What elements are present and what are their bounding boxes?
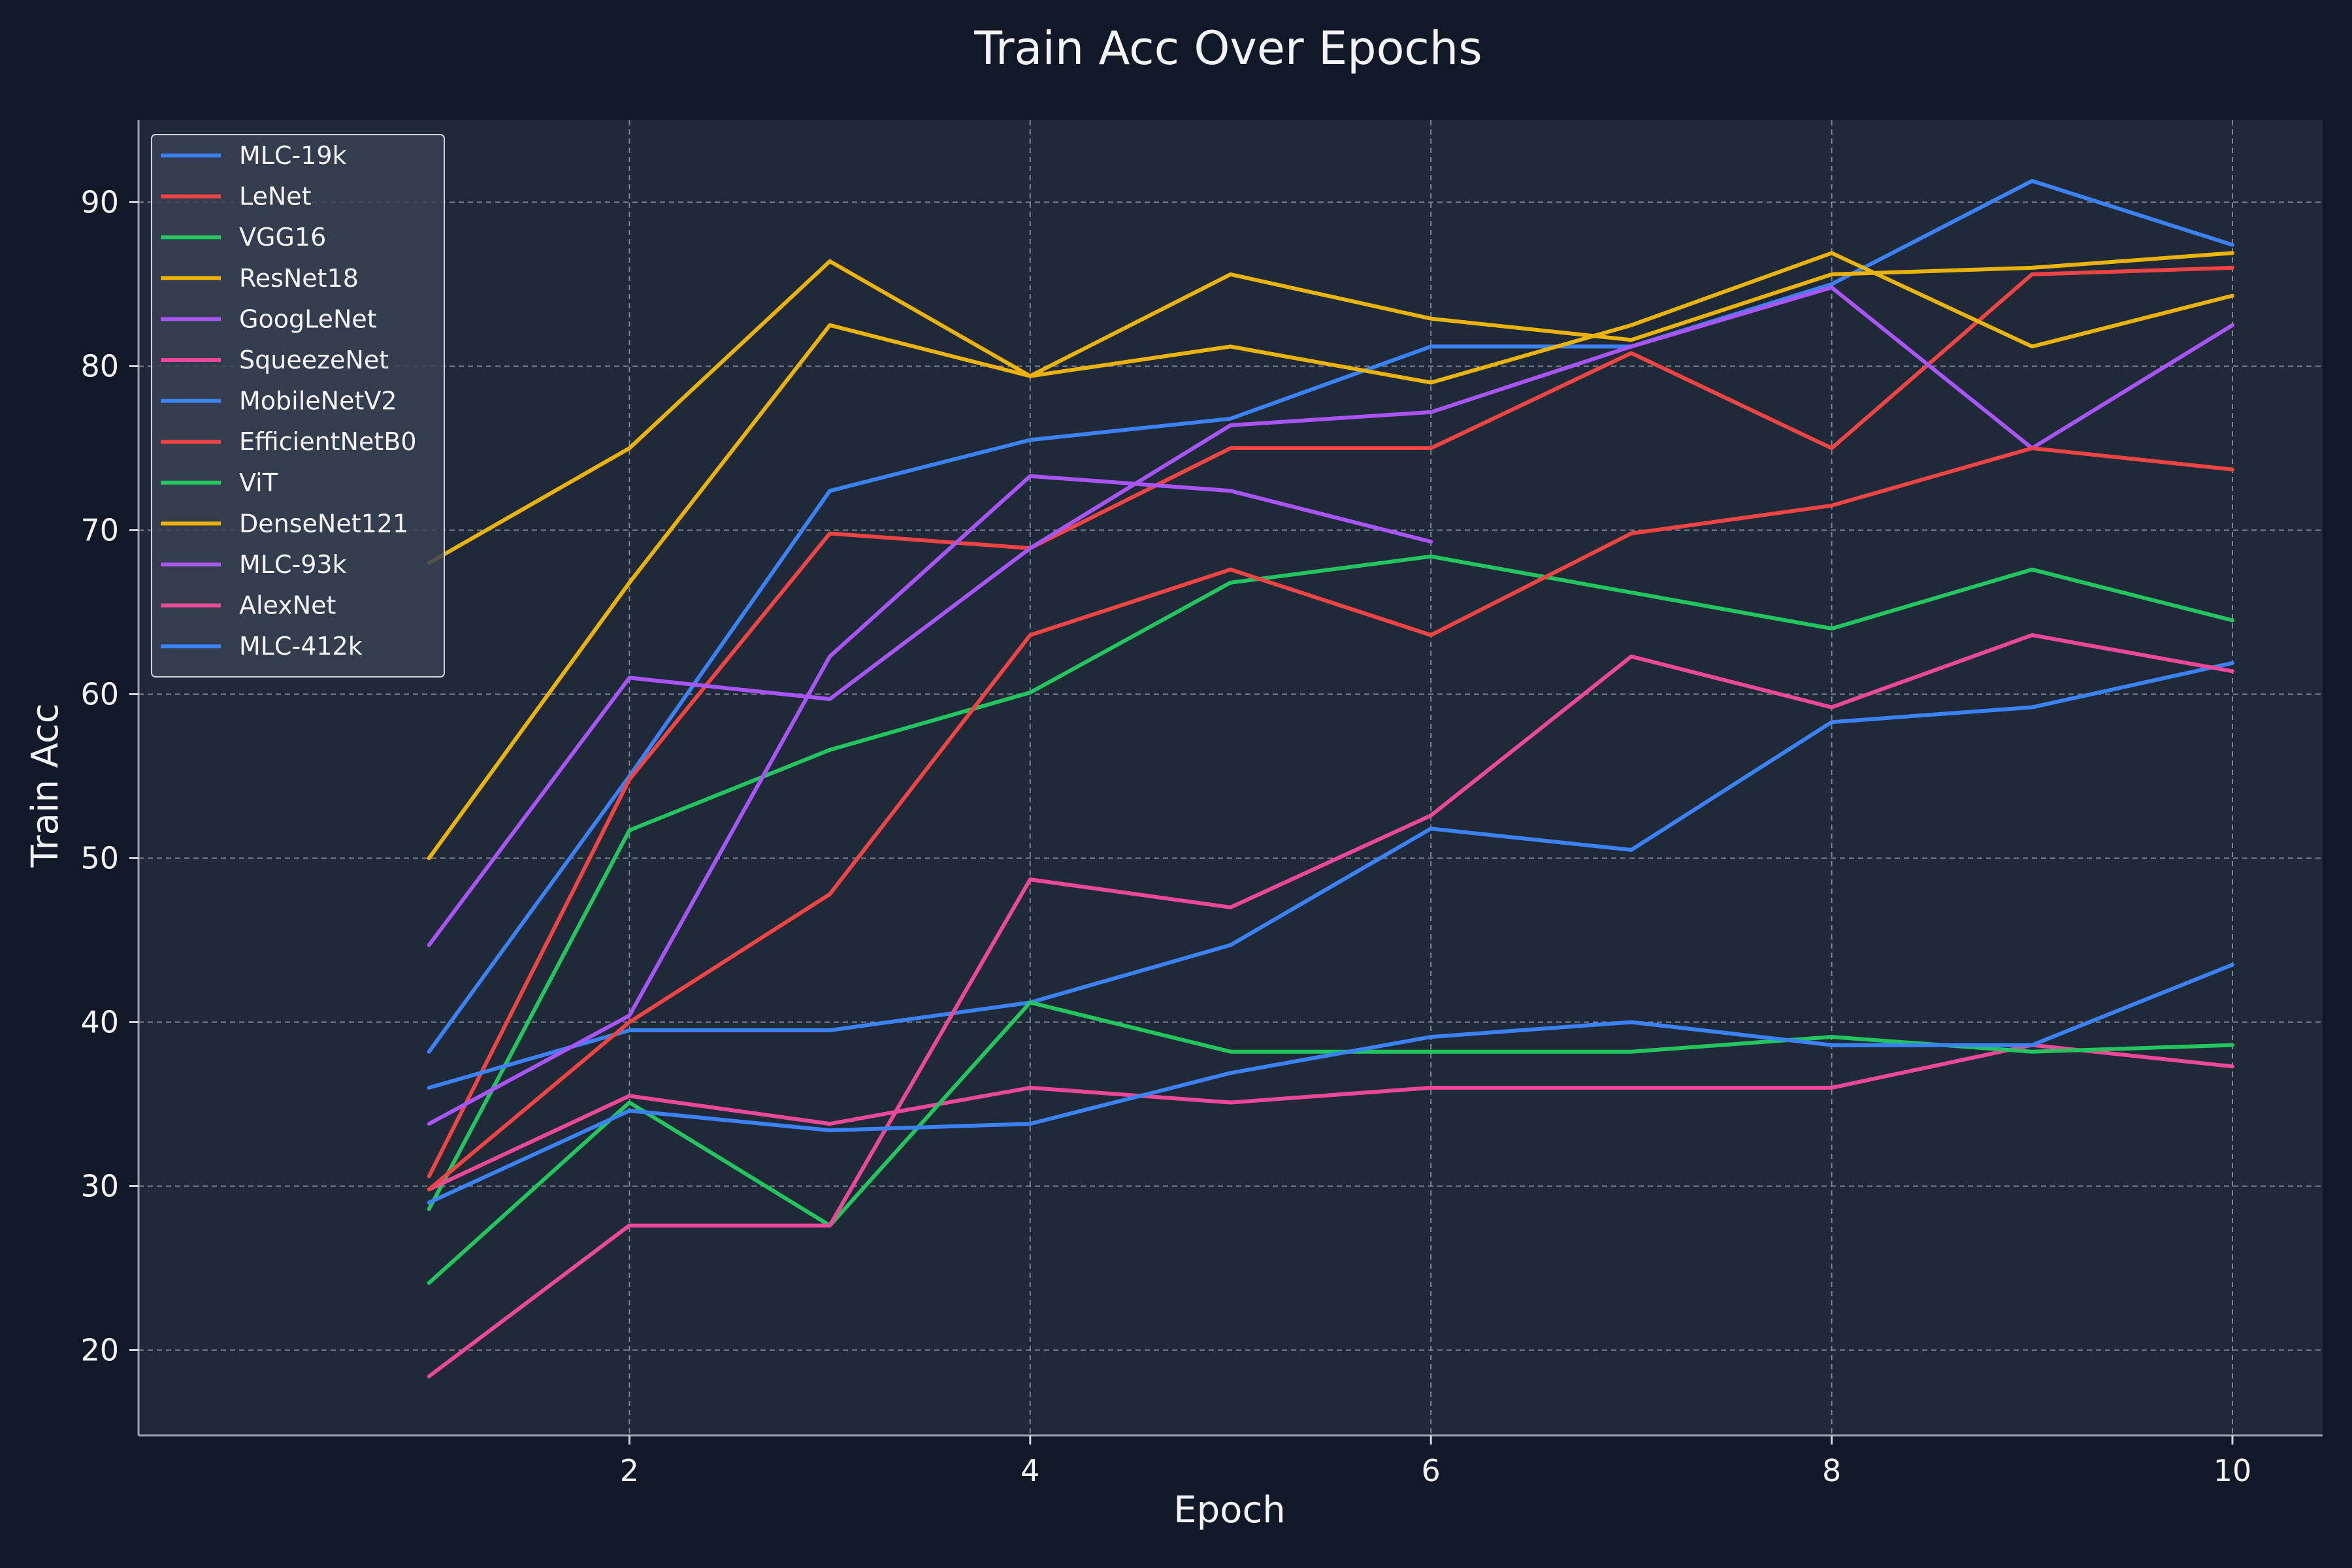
x-tick-label: 10 [2213,1453,2252,1488]
plot-area [139,120,2323,1435]
x-axis-label: Epoch [1173,1489,1285,1531]
series-line-mobilenetv2 [427,661,2234,1090]
y-tick-label: 90 [80,184,119,220]
chart-title: Train Acc Over Epochs [973,22,1482,75]
y-tick-label: 70 [80,512,119,547]
y-tick-label: 40 [80,1004,119,1039]
x-tick-label: 4 [1021,1453,1039,1488]
series-line-mlc-19k [427,178,2234,1054]
y-tick-label: 60 [80,676,119,711]
series-line-mlc-93k [427,474,1433,1126]
legend-label-lenet: LeNet [239,182,312,211]
legend: MLC-19k LeNet VGG16 ResNet18 GoogLeNet Squeez… [151,134,445,678]
y-tick-label: 80 [80,348,119,384]
series-line-densenet121 [427,251,2234,565]
legend-label-googlenet: GoogLeNet [239,304,377,333]
series-lines [427,178,2234,1379]
series-line-lenet [427,265,2234,1179]
series-line-googlenet [427,286,2234,947]
series-line-resnet18 [427,251,2234,860]
series-line-vgg16 [427,554,2234,1211]
y-tick-label: 20 [80,1332,119,1367]
legend-box [151,134,445,678]
legend-label-efficientnetb0: EfficientNetB0 [239,427,417,456]
y-axis-label: Train Acc [24,703,67,868]
series-line-efficientnetb0 [427,446,2234,1192]
y-tick-label: 30 [80,1168,119,1203]
series-line-mlc-412k [427,962,2234,1205]
x-tick-label: 2 [620,1453,639,1488]
y-tick-label: 50 [80,840,119,875]
legend-label-densenet121: DenseNet121 [239,509,408,538]
axes: 2 4 6 8 10 20 30 40 50 60 70 80 90 [80,120,2323,1488]
legend-label-mlc-93k: MLC-93k [239,550,347,579]
legend-label-mlc-19k: MLC-19k [239,141,347,170]
x-tick-label: 6 [1422,1453,1441,1488]
legend-label-mobilenetv2: MobileNetV2 [239,387,397,416]
legend-label-vgg16: VGG16 [239,223,326,252]
legend-label-resnet18: ResNet18 [239,264,359,293]
x-tick-label: 8 [1822,1453,1841,1488]
legend-label-alexnet: AlexNet [239,591,336,620]
legend-label-mlc-412k: MLC-412k [239,632,363,661]
grid [139,120,2323,1435]
series-line-squeezenet [427,1043,2234,1192]
series-line-alexnet [427,633,2234,1379]
legend-label-vit: ViT [239,468,278,497]
legend-label-squeezenet: SqueezeNet [239,346,389,374]
